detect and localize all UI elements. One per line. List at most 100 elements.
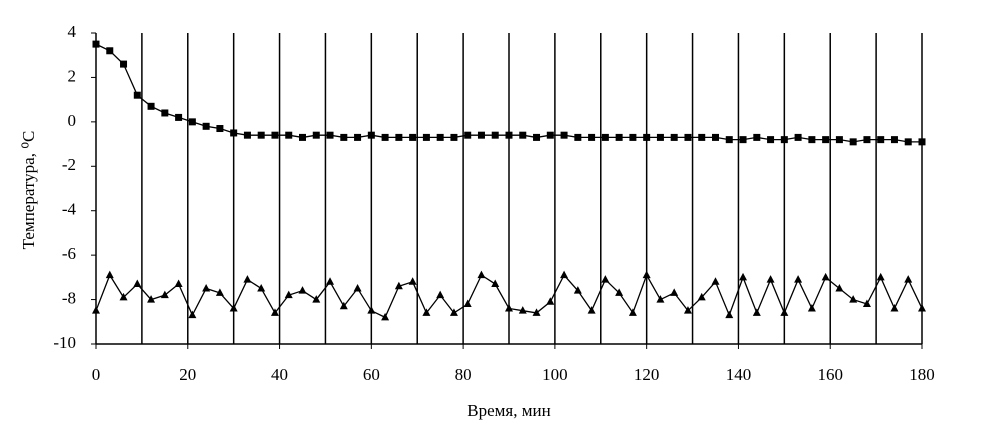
marker (670, 288, 679, 296)
marker (890, 136, 898, 144)
marker (174, 279, 183, 288)
marker (904, 138, 912, 146)
y-tick-label: -8 (62, 288, 76, 307)
x-tick-label: 140 (726, 365, 752, 384)
marker (890, 303, 899, 312)
marker (601, 133, 609, 141)
marker (436, 290, 445, 299)
marker (188, 310, 197, 319)
x-tick-label: 180 (909, 365, 935, 384)
marker (642, 270, 651, 279)
marker (92, 40, 100, 48)
marker (780, 136, 788, 144)
x-tick-label: 160 (817, 365, 843, 384)
x-tick-label: 20 (179, 365, 196, 384)
marker (767, 136, 775, 144)
marker (546, 131, 554, 139)
marker (587, 306, 596, 314)
marker (477, 131, 485, 139)
marker (505, 131, 513, 139)
marker (230, 129, 238, 137)
marker (794, 133, 802, 141)
marker (354, 133, 362, 141)
marker (574, 133, 582, 141)
marker (147, 102, 155, 110)
y-tick-label: -2 (62, 155, 76, 174)
marker (615, 133, 623, 141)
marker (532, 308, 541, 316)
marker (863, 136, 871, 144)
marker (670, 133, 678, 141)
marker (753, 133, 761, 141)
marker (835, 136, 843, 144)
marker (877, 136, 885, 144)
marker (367, 306, 376, 314)
marker (449, 308, 458, 316)
marker (573, 286, 582, 294)
marker (119, 292, 128, 301)
y-tick-label: -6 (62, 244, 76, 263)
marker (560, 131, 568, 139)
marker (918, 138, 926, 146)
marker (463, 299, 472, 308)
marker (477, 270, 486, 279)
marker (725, 310, 734, 319)
marker (862, 299, 871, 308)
marker (464, 131, 472, 139)
marker (257, 131, 265, 139)
marker (422, 133, 430, 141)
marker (243, 131, 251, 139)
marker (739, 272, 748, 281)
marker (739, 136, 747, 144)
marker (436, 133, 444, 141)
marker (904, 275, 913, 283)
marker (725, 136, 733, 144)
marker (821, 272, 830, 281)
marker (656, 133, 664, 141)
x-tick-label: 100 (542, 365, 568, 384)
marker (519, 131, 527, 139)
x-tick-label: 120 (634, 365, 660, 384)
x-tick-label: 0 (92, 365, 101, 384)
marker (766, 275, 775, 283)
marker (808, 136, 816, 144)
marker (188, 118, 196, 126)
marker (120, 60, 128, 68)
marker (533, 133, 541, 141)
marker (133, 91, 141, 99)
marker (697, 292, 706, 301)
marker (175, 113, 183, 121)
marker (161, 109, 169, 117)
x-axis-label: Время, мин (467, 401, 550, 420)
marker (326, 277, 335, 285)
marker (312, 131, 320, 139)
marker (408, 277, 417, 285)
marker (271, 131, 279, 139)
marker (615, 288, 624, 296)
y-tick-label: 2 (68, 66, 77, 85)
marker (588, 133, 596, 141)
y-tick-label: -10 (53, 333, 76, 352)
marker (560, 270, 569, 279)
marker (243, 275, 252, 283)
marker (160, 290, 169, 299)
marker (216, 125, 224, 133)
marker (450, 133, 458, 141)
marker (409, 133, 417, 141)
marker (202, 122, 210, 130)
y-axis-label: Температура, ⁰С (19, 131, 38, 250)
marker (807, 303, 816, 312)
marker (92, 306, 100, 314)
marker (312, 295, 321, 303)
marker (794, 275, 803, 283)
marker (656, 295, 665, 303)
marker (683, 306, 692, 314)
marker (381, 133, 389, 141)
marker (518, 306, 527, 314)
marker (367, 131, 375, 139)
marker (285, 131, 293, 139)
marker (629, 133, 637, 141)
marker (849, 138, 857, 146)
marker (394, 281, 403, 290)
